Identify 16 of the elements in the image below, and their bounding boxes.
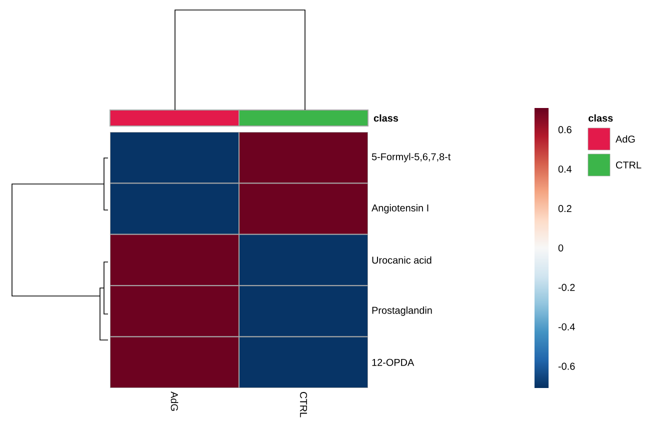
text: class: [374, 114, 398, 122]
color-bar-label: 0.4: [558, 166, 572, 173]
category-label: AdG: [616, 135, 635, 143]
color-bar-label: 0.6: [558, 126, 572, 134]
color-bar-label: 0: [558, 244, 564, 252]
color-bar-label: -0.4: [558, 323, 575, 330]
color-bar-label: -0.2: [558, 284, 575, 291]
category-label: CTRL: [616, 161, 642, 169]
color-bar-label: -0.6: [558, 362, 575, 370]
y-tick-label: 5-Formyl-5,6,7,8-t: [372, 152, 451, 162]
y-tick-label: 12-OPDA: [372, 358, 414, 366]
y-tick-label: Angiotensin I: [372, 204, 428, 214]
color-bar-label: 0.2: [558, 205, 572, 212]
legend-title: class: [588, 114, 613, 122]
y-tick-label: Prostaglandin: [372, 306, 432, 316]
y-tick-label: Urocanic acid: [372, 256, 432, 264]
